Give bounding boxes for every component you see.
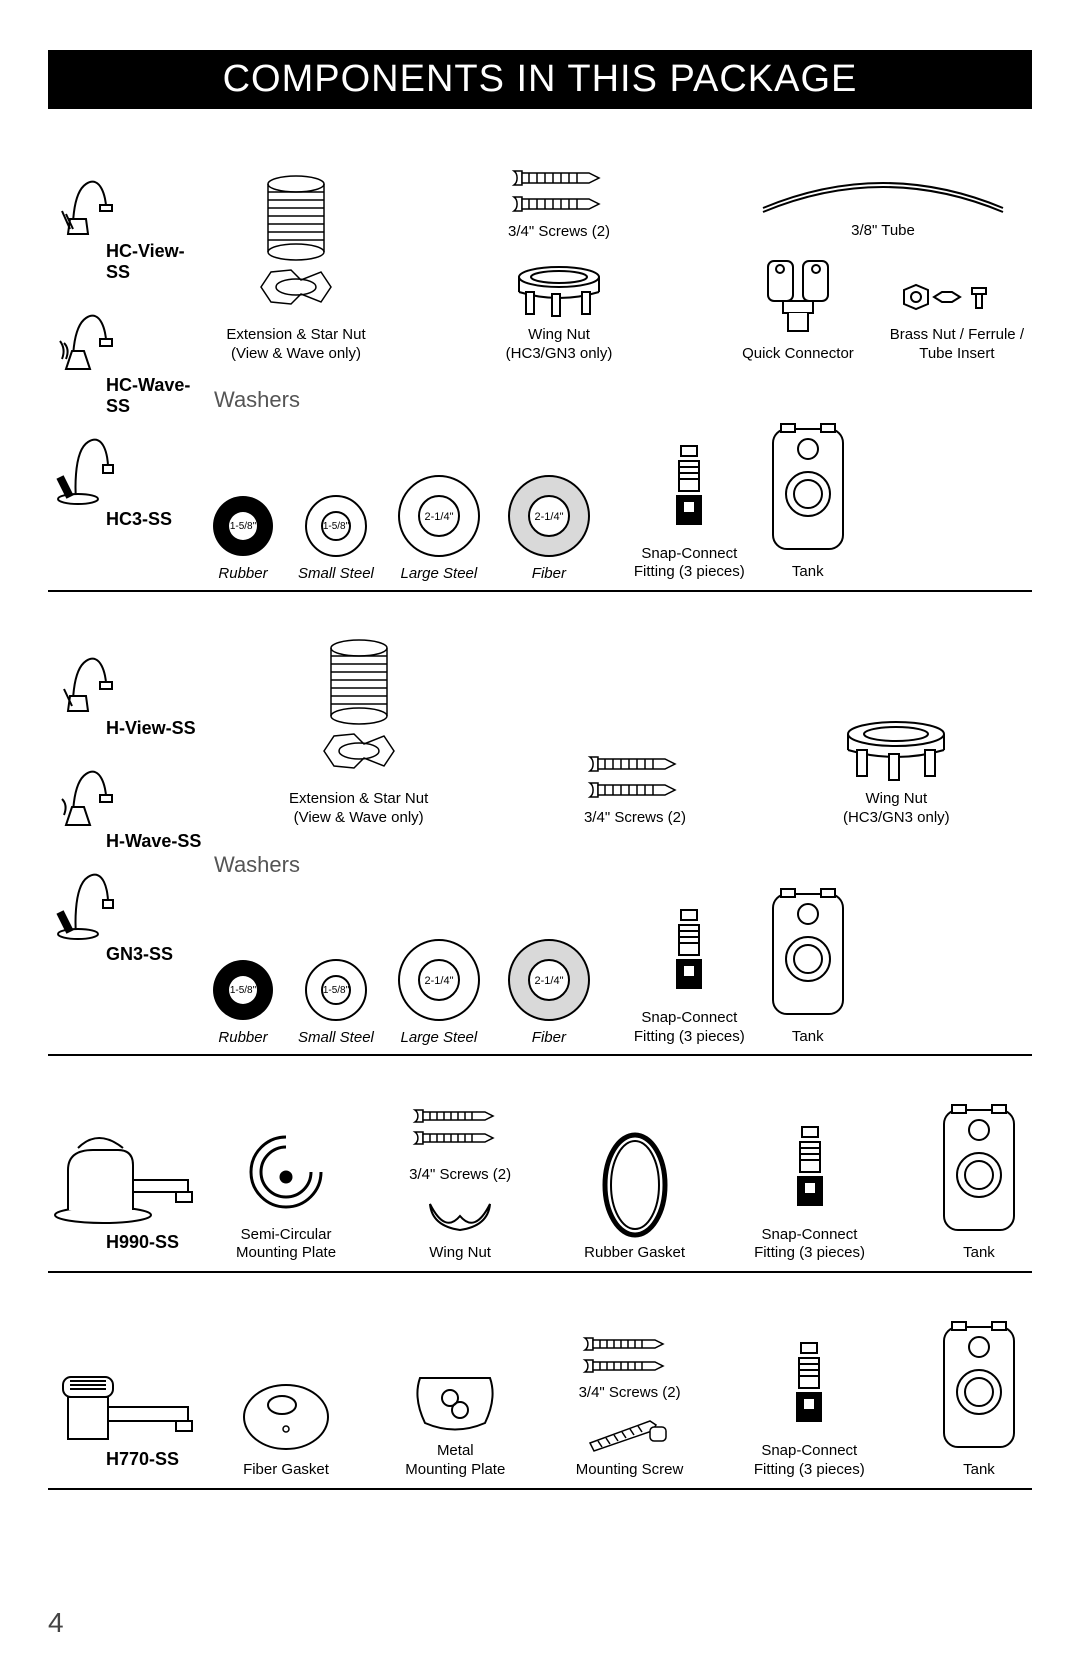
section-h-gn: H-View-SS H-Wave-SS GN3-SS [48, 636, 1032, 1056]
tank-icon [763, 419, 853, 559]
component-label: Wing Nut (HC3/GN3 only) [843, 790, 950, 828]
screws-icon [580, 745, 690, 805]
faucet-h-wave-icon [48, 749, 208, 829]
component-label: Tank [792, 563, 824, 582]
component-label: Wing Nut [429, 1244, 491, 1263]
tank-icon [934, 1100, 1024, 1240]
washer-largesteel-icon: 2-1/4" [394, 471, 484, 561]
washer-smallsteel-icon: 1-5/8" [301, 491, 371, 561]
washers-heading: Washers [214, 852, 1032, 878]
component-label: Mounting Screw [576, 1461, 684, 1480]
page-title: COMPONENTS IN THIS PACKAGE [48, 50, 1032, 109]
section-hc: HC-View-SS HC-Wave-SS HC3-SS [48, 159, 1032, 592]
faucet-label: HC-View-SS [106, 241, 208, 283]
wingnut-small-icon [420, 1196, 500, 1240]
faucet-h770-icon [48, 1347, 228, 1447]
faucet-label: H-View-SS [106, 718, 208, 739]
svg-text:1-5/8": 1-5/8" [230, 521, 257, 532]
faucet-hc3-icon [48, 427, 208, 507]
washer-label: Rubber [218, 1029, 267, 1046]
snap-connect-icon [659, 905, 719, 1005]
brass-nut-icon [892, 282, 1022, 322]
svg-text:1-5/8": 1-5/8" [230, 985, 257, 996]
washer-label: Rubber [218, 565, 267, 582]
faucet-label: H990-SS [106, 1232, 228, 1253]
screws-icon [405, 1102, 515, 1152]
component-label: Snap-Connect Fitting (3 pieces) [634, 545, 745, 583]
washer-smallsteel-icon: 1-5/8" [301, 955, 371, 1025]
component-label: 3/4" Screws (2) [584, 809, 686, 828]
washer-fiber-icon: 2-1/4" [504, 471, 594, 561]
faucet-label: H-Wave-SS [106, 831, 208, 852]
component-label: Snap-Connect Fitting (3 pieces) [754, 1442, 865, 1480]
svg-text:2-1/4": 2-1/4" [424, 511, 453, 523]
section-h770: H770-SS Fiber Gasket Metal Mounting Plat… [48, 1317, 1032, 1490]
faucet-label: H770-SS [106, 1449, 228, 1470]
washer-label: Small Steel [298, 565, 374, 582]
page-number: 4 [48, 1607, 64, 1639]
svg-text:1-5/8": 1-5/8" [323, 985, 350, 996]
fiber-gasket-icon [236, 1377, 336, 1457]
component-label: 3/4" Screws (2) [508, 223, 610, 242]
washer-label: Large Steel [401, 1029, 478, 1046]
screws-icon [575, 1330, 685, 1380]
washer-label: Small Steel [298, 1029, 374, 1046]
component-label: Tank [963, 1244, 995, 1263]
section-h990: H990-SS Semi-Circular Mounting Plate 3/4… [48, 1100, 1032, 1273]
washer-label: Fiber [532, 1029, 566, 1046]
component-label: Extension & Star Nut (View & Wave only) [289, 790, 428, 828]
tank-icon [763, 884, 853, 1024]
component-label: Fiber Gasket [243, 1461, 329, 1480]
washer-rubber-icon: 1-5/8" [208, 955, 278, 1025]
washer-label: Large Steel [401, 565, 478, 582]
rubber-gasket-icon [595, 1130, 675, 1240]
snap-connect-icon [659, 441, 719, 541]
component-label: Wing Nut (HC3/GN3 only) [506, 326, 613, 364]
faucet-hc-wave-icon [48, 293, 208, 373]
component-label: 3/4" Screws (2) [579, 1384, 681, 1403]
washer-label: Fiber [532, 565, 566, 582]
component-label: Extension & Star Nut (View & Wave only) [226, 326, 365, 364]
faucet-hc-view-icon [48, 159, 208, 239]
component-label: Quick Connector [742, 345, 854, 364]
washer-rubber-icon: 1-5/8" [208, 491, 278, 561]
component-label: Semi-Circular Mounting Plate [236, 1226, 336, 1264]
tube-icon [753, 168, 1013, 218]
svg-text:2-1/4": 2-1/4" [534, 975, 563, 987]
component-label: 3/8" Tube [851, 222, 915, 241]
tank-icon [934, 1317, 1024, 1457]
svg-text:2-1/4": 2-1/4" [424, 975, 453, 987]
extension-starnut-icon [241, 172, 351, 322]
screws-icon [504, 159, 614, 219]
component-label: 3/4" Screws (2) [409, 1166, 511, 1185]
quick-connector-icon [753, 251, 843, 341]
faucet-gn3-icon [48, 862, 208, 942]
component-label: Tank [792, 1028, 824, 1047]
snap-connect-icon [780, 1122, 840, 1222]
washer-fiber-icon: 2-1/4" [504, 935, 594, 1025]
wingnut-icon [831, 716, 961, 786]
washers-heading: Washers [214, 387, 1032, 413]
component-label: Tank [963, 1461, 995, 1480]
wingnut-icon [504, 262, 614, 322]
faucet-h-view-icon [48, 636, 208, 716]
component-label: Rubber Gasket [584, 1244, 685, 1263]
faucet-label: HC3-SS [106, 509, 208, 530]
faucet-label: GN3-SS [106, 944, 208, 965]
component-label: Snap-Connect Fitting (3 pieces) [754, 1226, 865, 1264]
svg-text:2-1/4": 2-1/4" [534, 511, 563, 523]
component-label: Snap-Connect Fitting (3 pieces) [634, 1009, 745, 1047]
component-label: Brass Nut / Ferrule / Tube Insert [890, 326, 1024, 364]
semi-circular-plate-icon [236, 1122, 336, 1222]
faucet-h990-icon [48, 1110, 228, 1230]
svg-text:1-5/8": 1-5/8" [323, 521, 350, 532]
washer-largesteel-icon: 2-1/4" [394, 935, 484, 1025]
faucet-label: HC-Wave-SS [106, 375, 208, 417]
extension-starnut-icon [304, 636, 414, 786]
metal-plate-icon [405, 1368, 505, 1438]
snap-connect-icon [779, 1338, 839, 1438]
mounting-screw-icon [580, 1413, 680, 1457]
component-label: Metal Mounting Plate [405, 1442, 505, 1480]
